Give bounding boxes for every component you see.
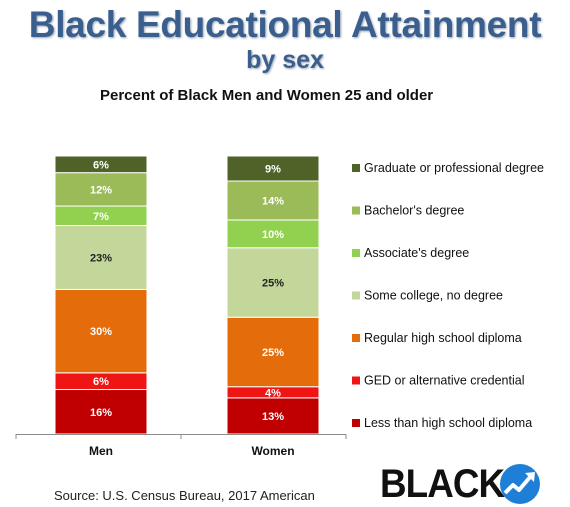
legend-label: Less than high school diploma — [364, 416, 532, 430]
data-label: 6% — [93, 376, 109, 388]
data-label: 25% — [262, 277, 284, 289]
data-label: 10% — [262, 229, 284, 241]
legend-swatch — [352, 206, 360, 215]
legend-label: Regular high school diploma — [364, 331, 522, 345]
bar-segment — [54, 288, 148, 374]
data-label: 9% — [265, 164, 281, 176]
source-note: Source: U.S. Census Bureau, 2017 America… — [54, 488, 315, 503]
data-label: 23% — [90, 252, 112, 264]
data-label: 13% — [262, 411, 284, 423]
brand-logo: BLACK — [380, 462, 550, 506]
data-label: 14% — [262, 195, 284, 207]
chart-subtitle: by sex — [246, 46, 324, 74]
bar-segment — [54, 225, 148, 290]
bar-segment — [226, 180, 320, 221]
data-label: 4% — [265, 387, 281, 399]
legend-label: Graduate or professional degree — [364, 161, 544, 175]
chart-caption: Percent of Black Men and Women 25 and ol… — [100, 87, 434, 104]
data-label: 25% — [262, 347, 284, 359]
legend-swatch — [352, 334, 360, 342]
bar-segment — [54, 389, 148, 435]
legend-swatch — [352, 376, 360, 385]
data-label: 30% — [90, 326, 112, 338]
legend-label: GED or alternative credential — [364, 374, 525, 388]
bar-segment — [226, 316, 320, 388]
data-label: 12% — [90, 184, 112, 196]
legend-label: Associate's degree — [364, 246, 469, 260]
legend-swatch — [352, 291, 360, 300]
legend-swatch — [352, 419, 360, 427]
stacked-bar-chart: 16% 6% 30% 23% 7% 12% 6% Men 13% 4% 25% 25% 10% 14% 9%… — [15, 155, 544, 458]
legend-swatch — [352, 249, 360, 257]
bar-segment — [226, 155, 320, 182]
category-label: Men — [89, 444, 113, 458]
data-label: 6% — [93, 159, 109, 171]
legend-swatch — [352, 164, 360, 172]
legend-label: Bachelor's degree — [364, 204, 464, 218]
chart-title: Black Educational Attainment — [28, 4, 542, 45]
data-label: 7% — [93, 211, 109, 223]
bar-segment — [226, 247, 320, 318]
data-label: 16% — [90, 407, 112, 419]
category-label: Women — [251, 444, 294, 458]
legend-label: Some college, no degree — [364, 289, 503, 303]
bar-segment — [226, 219, 320, 249]
logo-text: BLACK — [380, 462, 505, 506]
rising-arrow-icon — [500, 464, 540, 504]
bar-segment — [54, 155, 148, 174]
